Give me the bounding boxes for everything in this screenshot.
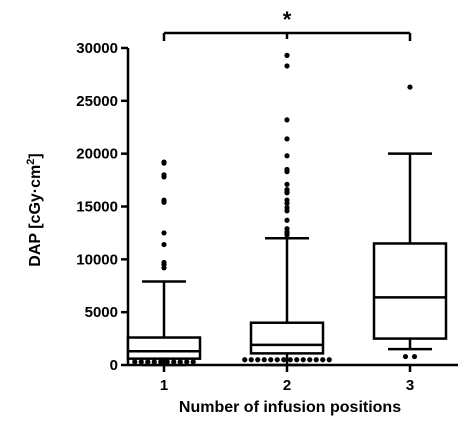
box-3 xyxy=(372,242,448,340)
x-tick-label-2: 2 xyxy=(283,377,291,394)
outlier-point-1-16 xyxy=(164,359,170,365)
outlier-point-2-2 xyxy=(284,117,290,123)
outlier-point-1-6 xyxy=(161,230,167,236)
y-tick-label-20000: 20000 xyxy=(76,146,118,163)
outlier-point-2-14 xyxy=(284,208,290,214)
box-1 xyxy=(126,336,202,360)
outlier-point-1-13 xyxy=(145,359,151,365)
outlier-point-2-28 xyxy=(294,357,300,363)
outlier-point-1-12 xyxy=(138,359,144,365)
outlier-point-3-0 xyxy=(407,84,413,90)
outlier-point-2-3 xyxy=(284,136,290,142)
outlier-point-2-1 xyxy=(284,63,290,69)
outlier-point-1-10 xyxy=(161,265,167,271)
outlier-point-2-26 xyxy=(281,357,287,363)
x-axis-label: Number of infusion positions xyxy=(179,399,401,416)
outlier-point-2-24 xyxy=(268,357,274,363)
outlier-point-2-31 xyxy=(313,357,319,363)
x-tick-label-3: 3 xyxy=(406,377,414,394)
outlier-point-2-21 xyxy=(248,357,254,363)
outlier-point-2-0 xyxy=(284,52,290,58)
outlier-point-1-19 xyxy=(184,359,190,365)
outlier-point-1-20 xyxy=(190,359,196,365)
y-axis-label-end: ] xyxy=(27,153,44,158)
outlier-point-2-20 xyxy=(242,357,248,363)
outlier-point-1-1 xyxy=(161,160,167,166)
y-tick-label-30000: 30000 xyxy=(76,40,118,57)
outlier-point-1-15 xyxy=(158,359,164,365)
y-tick-label-0: 0 xyxy=(110,357,118,374)
outlier-point-1-14 xyxy=(151,359,157,365)
plot-area: 0 5000 10000 15000 20000 25000 30000 1 2 3 * xyxy=(76,7,458,394)
significance-star-0: * xyxy=(283,7,292,32)
outlier-point-2-27 xyxy=(287,357,293,363)
y-axis-label: DAP [cGy·cm2] xyxy=(25,153,44,266)
y-tick-label-25000: 25000 xyxy=(76,93,118,110)
outlier-point-3-1 xyxy=(402,353,409,360)
outlier-point-2-15 xyxy=(284,217,290,223)
y-tick-label-5000: 5000 xyxy=(85,304,118,321)
outlier-point-2-32 xyxy=(320,357,326,363)
outlier-point-2-29 xyxy=(300,357,306,363)
y-axis-label-main: DAP [cGy·cm xyxy=(27,165,44,267)
y-axis-label-superscript: 2 xyxy=(25,159,37,165)
outlier-point-1-5 xyxy=(161,199,167,205)
outlier-point-2-6 xyxy=(284,169,290,175)
outlier-point-2-19 xyxy=(284,232,290,238)
outlier-point-1-18 xyxy=(177,359,183,365)
outlier-point-2-12 xyxy=(284,200,290,206)
x-tick-label-1: 1 xyxy=(160,377,168,394)
y-tick-label-15000: 15000 xyxy=(76,199,118,216)
outlier-point-1-17 xyxy=(171,359,177,365)
outlier-point-2-22 xyxy=(255,357,261,363)
outlier-point-3-2 xyxy=(411,353,418,360)
outlier-point-1-11 xyxy=(132,359,138,365)
outlier-point-1-3 xyxy=(161,174,167,180)
outlier-point-2-25 xyxy=(274,357,280,363)
outlier-point-2-33 xyxy=(326,357,332,363)
outlier-point-2-7 xyxy=(284,181,290,187)
box-2 xyxy=(249,321,325,355)
outlier-point-2-4 xyxy=(284,153,290,159)
outlier-point-2-23 xyxy=(261,357,267,363)
outlier-point-2-30 xyxy=(307,357,313,363)
outlier-point-1-7 xyxy=(161,241,167,248)
outlier-point-2-10 xyxy=(284,190,290,196)
y-tick-label-10000: 10000 xyxy=(76,251,118,268)
